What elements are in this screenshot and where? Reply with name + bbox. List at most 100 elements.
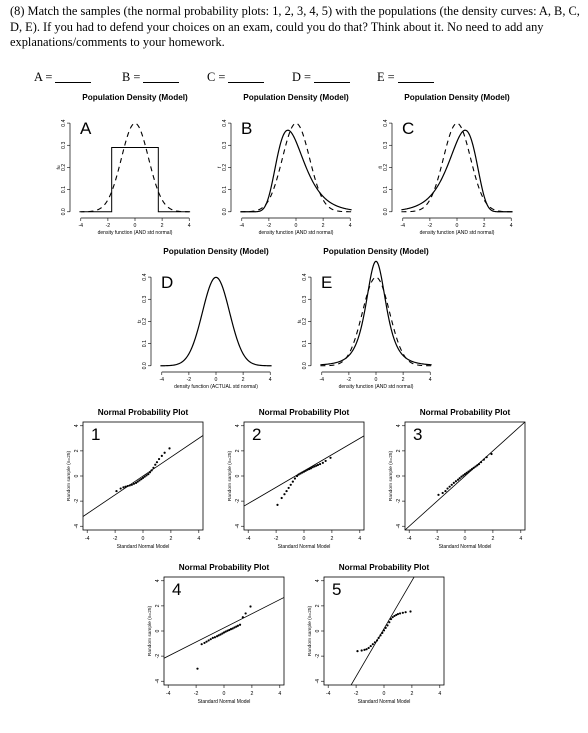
- y-tick-label: 0.3: [383, 142, 389, 149]
- data-point: [367, 646, 370, 650]
- data-point: [209, 638, 212, 641]
- data-point: [124, 485, 127, 488]
- data-point: [205, 640, 208, 643]
- data-point: [207, 639, 210, 642]
- y-tick-label: 0: [235, 474, 241, 477]
- y-tick-label: 0.1: [142, 340, 148, 347]
- qq-title: Normal Probability Plot: [259, 408, 350, 417]
- panel-number-1: 1: [91, 425, 100, 444]
- answer-label-e: E =: [377, 70, 395, 84]
- x-tick-label: -2: [267, 223, 272, 229]
- y-tick-label: 4: [74, 424, 80, 427]
- x-tick-label: -2: [187, 377, 192, 383]
- density-chart-b: Population Density (Model) 0.0 0.1 0.2 0.3 0.…: [217, 93, 352, 236]
- x-tick-label: 0: [134, 223, 137, 229]
- y-tick-label: 0.3: [61, 142, 67, 149]
- y-tick-label: 0.3: [222, 142, 228, 149]
- data-point: [375, 639, 379, 642]
- data-point: [396, 612, 400, 616]
- answer-blank-b[interactable]: B =: [122, 70, 180, 85]
- y-tick-label: 4: [315, 579, 321, 582]
- data-point: [463, 473, 467, 476]
- density-chart-a: Population Density (Model) 0.0 0.1 0.2 0.3 0.…: [56, 93, 191, 236]
- data-point: [379, 634, 382, 637]
- data-point: [482, 458, 485, 461]
- x-tick-label: -2: [354, 691, 359, 697]
- data-point: [472, 466, 475, 469]
- x-tick-label: 0: [215, 377, 218, 383]
- answer-label-a: A =: [34, 70, 53, 84]
- panel-letter-e: E: [321, 273, 332, 292]
- data-point: [297, 473, 300, 476]
- y-tick-label: 2: [396, 449, 402, 452]
- data-point: [404, 611, 407, 614]
- data-point: [115, 489, 118, 493]
- data-point: [276, 503, 279, 506]
- data-point: [222, 631, 226, 634]
- density-panel-b: Population Density (Model) 0.0 0.1 0.2 0.3 0.…: [217, 92, 367, 242]
- data-point: [235, 625, 238, 628]
- density-title: Population Density (Model): [323, 247, 429, 256]
- data-point: [160, 454, 163, 458]
- x-axis-label: density function (AND std normal): [259, 230, 334, 236]
- answer-blank-d[interactable]: D =: [292, 70, 351, 85]
- density-curve-solid: [160, 276, 272, 367]
- y-axis-label: Random sample (n=25): [66, 450, 72, 501]
- x-tick-label: -4: [407, 536, 412, 542]
- y-tick-label: 0: [396, 474, 402, 477]
- x-tick-label: 4: [510, 223, 513, 229]
- qq-panel-5: Normal Probability Plot -4 -2 0 2 4 Random sam…: [297, 560, 447, 720]
- data-point: [244, 612, 247, 615]
- x-tick-label: -2: [428, 223, 433, 229]
- density-curve-dashed: [401, 122, 513, 213]
- answer-label-c: C =: [207, 70, 226, 84]
- qq-title: Normal Probability Plot: [420, 408, 511, 417]
- x-tick-label: 2: [322, 223, 325, 229]
- data-point: [249, 605, 252, 608]
- data-point: [119, 487, 122, 490]
- y-tick-label: 0.1: [222, 186, 228, 193]
- x-tick-label: 4: [438, 691, 441, 697]
- x-axis-label: Standard Normal Model: [117, 544, 170, 550]
- density-curve-dashed: [320, 276, 432, 367]
- data-point: [219, 633, 222, 636]
- x-tick-label: 4: [188, 223, 191, 229]
- data-point: [293, 477, 297, 480]
- x-tick-label: -2: [435, 536, 440, 542]
- x-axis-label: density function (ACTUAL std normal): [174, 384, 258, 390]
- density-curve-dashed: [240, 122, 352, 213]
- x-tick-label: 2: [250, 691, 253, 697]
- x-tick-label: 4: [429, 377, 432, 383]
- x-tick-label: 0: [383, 691, 386, 697]
- y-axis-label: f: [217, 166, 223, 168]
- answer-blank-c[interactable]: C =: [207, 70, 265, 85]
- y-tick-label: 0.1: [61, 186, 67, 193]
- y-tick-label: 0.4: [142, 273, 148, 280]
- data-point: [318, 462, 322, 466]
- x-axis-label: density function (AND std normal): [98, 230, 173, 236]
- data-point: [211, 636, 214, 640]
- qq-panel-2: Normal Probability Plot -4 -2 0 2 4 Random sam…: [217, 405, 367, 565]
- density-chart-d: Population Density (Model) 0.0 0.1 0.2 0.3 0.…: [137, 247, 272, 390]
- answer-blank-e[interactable]: E =: [377, 70, 434, 85]
- density-title: Population Density (Model): [243, 93, 349, 102]
- y-axis-label: Random sample (n=25): [388, 450, 394, 501]
- density-panel-c: Population Density (Model) 0.0 0.1 0.2 0.3 0.…: [378, 92, 528, 242]
- data-point: [145, 474, 148, 477]
- data-point: [215, 635, 219, 638]
- data-point: [441, 491, 444, 495]
- data-point: [168, 447, 171, 450]
- data-point: [128, 484, 131, 487]
- density-panel-e: Population Density (Model) 0.0 0.1 0.2 0.3 0.…: [297, 246, 447, 396]
- data-point: [299, 472, 302, 475]
- reference-line: [164, 597, 284, 659]
- x-tick-label: 4: [269, 377, 272, 383]
- density-curve-dashed: [79, 122, 191, 213]
- data-point: [157, 457, 161, 461]
- y-tick-label: -4: [155, 679, 161, 684]
- x-tick-label: -4: [246, 536, 251, 542]
- data-point: [141, 476, 145, 479]
- answer-blank-a[interactable]: A =: [34, 70, 92, 85]
- qq-chart-3: Normal Probability Plot -4 -2 0 2 4 Random sam…: [388, 408, 526, 550]
- panel-number-2: 2: [252, 425, 261, 444]
